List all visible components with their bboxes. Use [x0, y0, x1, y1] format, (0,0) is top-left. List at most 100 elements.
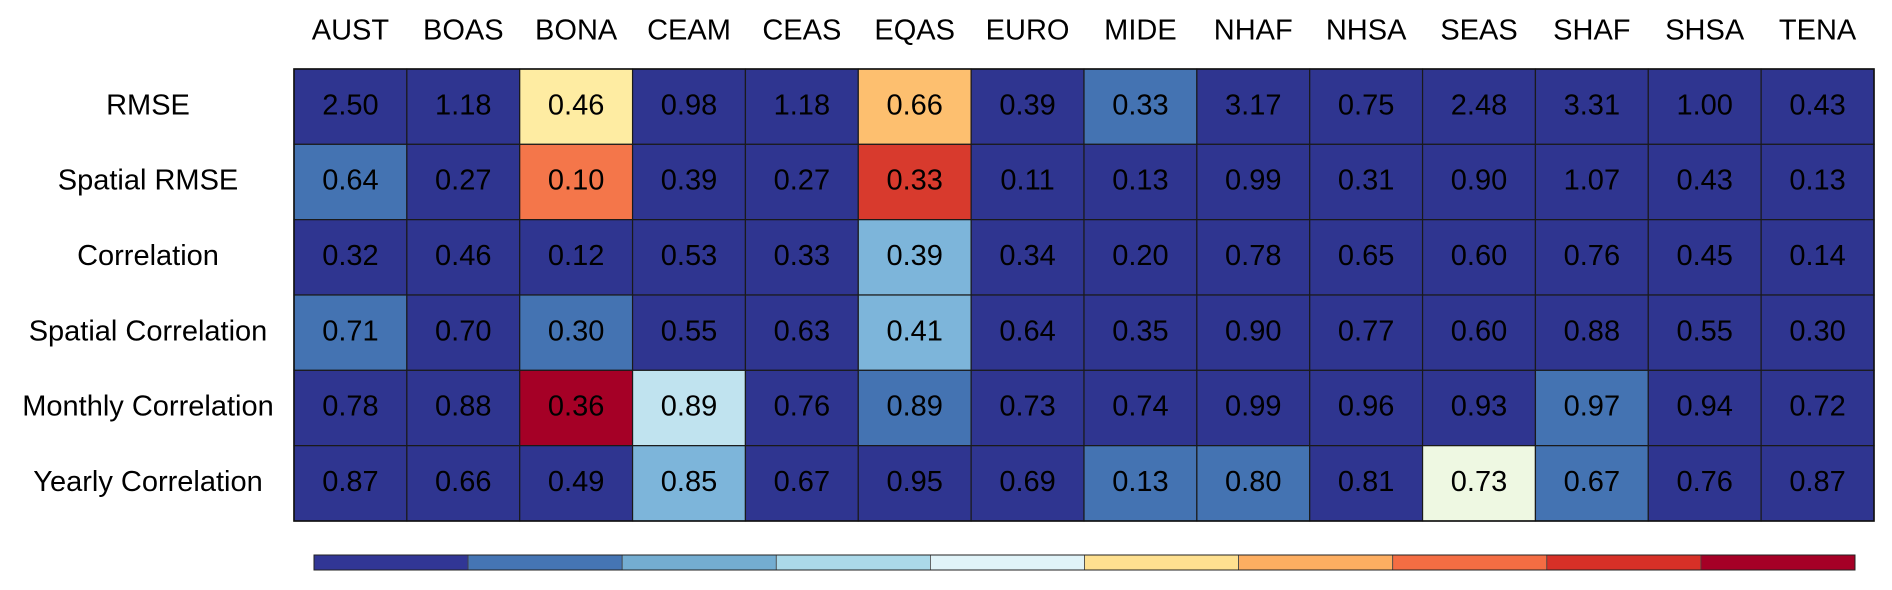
colorbar-segment: [1084, 554, 1240, 571]
cell-value-label: 3.31: [1564, 89, 1620, 121]
heatmap-cell: [1083, 219, 1198, 296]
heatmap-cell: [1083, 445, 1198, 522]
heatmap-cell: [293, 219, 408, 296]
cell-value-label: 0.43: [1676, 165, 1732, 197]
cell-value-label: 0.81: [1338, 466, 1394, 498]
heatmap-cell: [1647, 294, 1762, 371]
cell-value-label: 0.34: [999, 240, 1055, 272]
cell-value-label: 0.63: [774, 315, 830, 347]
cell-value-label: 0.33: [886, 165, 942, 197]
heatmap-cell: [1534, 445, 1649, 522]
cell-value-label: 0.13: [1112, 165, 1168, 197]
cell-value-label: 0.90: [1225, 315, 1281, 347]
heatmap-cell: [1309, 68, 1424, 145]
heatmap-cell: [406, 445, 521, 522]
heatmap-cell: [406, 68, 521, 145]
heatmap-cell: [1421, 369, 1537, 447]
column-label: NHAF: [1214, 15, 1293, 47]
heatmap-cell: [1534, 294, 1649, 371]
heatmap-cell: [1534, 219, 1649, 296]
cell-value-label: 0.14: [1789, 240, 1845, 272]
heatmap-cell: [1760, 369, 1875, 447]
heatmap-cell: [744, 369, 859, 447]
column-label: EURO: [986, 15, 1070, 47]
column-label: SEAS: [1440, 15, 1517, 47]
cell-value-label: 0.96: [1338, 391, 1394, 423]
cell-value-label: 0.99: [1225, 391, 1281, 423]
cell-value-label: 0.95: [886, 466, 942, 498]
heatmap-cell: [1760, 143, 1875, 221]
column-label: TENA: [1779, 15, 1857, 47]
cell-value-label: 1.00: [1676, 89, 1732, 121]
heatmap-cell: [519, 445, 634, 522]
heatmap-cell: [631, 294, 747, 371]
cell-value-label: 0.31: [1338, 165, 1394, 197]
cell-value-label: 0.43: [1789, 89, 1845, 121]
cell-value-label: 1.18: [774, 89, 830, 121]
cell-value-label: 0.13: [1789, 165, 1845, 197]
cell-value-label: 0.46: [435, 240, 491, 272]
colorbar-segment: [1546, 554, 1702, 571]
colorbar-border: [313, 554, 1856, 571]
heatmap-cell: [970, 219, 1085, 296]
heatmap-cell: [1196, 445, 1311, 522]
heatmap-cell: [744, 294, 859, 371]
cell-value-label: 0.64: [999, 315, 1055, 347]
row-label: Yearly Correlation: [33, 466, 262, 498]
cell-value-label: 0.30: [548, 315, 604, 347]
heatmap-cell: [293, 294, 408, 371]
cell-value-label: 0.60: [1451, 315, 1507, 347]
cell-value-label: 0.70: [435, 315, 491, 347]
cell-value-label: 0.88: [1564, 315, 1620, 347]
row-label: RMSE: [106, 89, 190, 121]
cell-value-label: 0.60: [1451, 240, 1507, 272]
colorbar-segment: [1238, 554, 1394, 571]
heatmap-cell: [519, 143, 634, 221]
cell-value-label: 0.74: [1112, 391, 1168, 423]
row-label: Spatial RMSE: [58, 165, 239, 197]
cell-value-label: 0.27: [774, 165, 830, 197]
cell-value-label: 0.94: [1676, 391, 1732, 423]
heatmap-cell: [519, 219, 634, 296]
column-label: BONA: [535, 15, 618, 47]
column-label: AUST: [312, 15, 390, 47]
cell-value-label: 0.78: [1225, 240, 1281, 272]
heatmap-cell: [1196, 219, 1311, 296]
heatmap-cell: [631, 143, 747, 221]
heatmap-cell: [1534, 68, 1649, 145]
cell-value-label: 0.53: [661, 240, 717, 272]
cell-value-label: 0.45: [1676, 240, 1732, 272]
row-label: Correlation: [77, 240, 219, 272]
cell-value-label: 0.32: [322, 240, 378, 272]
colorbar-segment: [1700, 554, 1856, 571]
heatmap-cell: [1083, 294, 1198, 371]
cell-value-label: 0.89: [886, 391, 942, 423]
heatmap-cell: [857, 445, 972, 522]
cell-value-label: 0.39: [886, 240, 942, 272]
heatmap-cell: [857, 143, 972, 221]
cell-value-label: 0.49: [548, 466, 604, 498]
cell-value-label: 0.65: [1338, 240, 1394, 272]
cell-value-label: 0.33: [774, 240, 830, 272]
cell-value-label: 0.20: [1112, 240, 1168, 272]
heatmap-cell: [744, 68, 859, 145]
heatmap-cell: [519, 369, 634, 447]
cell-value-label: 0.76: [1564, 240, 1620, 272]
heatmap-cell: [744, 445, 859, 522]
heatmap-cell: [970, 445, 1085, 522]
cell-value-label: 0.88: [435, 391, 491, 423]
cell-value-label: 0.76: [774, 391, 830, 423]
heatmap-cell: [1083, 143, 1198, 221]
row-label: Monthly Correlation: [22, 391, 273, 423]
heatmap-cell: [1760, 445, 1875, 522]
heatmap-cell: [293, 68, 408, 145]
heatmap-cell: [1196, 143, 1311, 221]
cell-value-label: 0.27: [435, 165, 491, 197]
heatmap-cell: [1196, 294, 1311, 371]
cell-value-label: 0.30: [1789, 315, 1845, 347]
cell-value-label: 0.41: [886, 315, 942, 347]
cell-value-label: 0.12: [548, 240, 604, 272]
heatmap-cell: [1647, 445, 1762, 522]
cell-value-label: 0.69: [999, 466, 1055, 498]
cell-value-label: 1.18: [435, 89, 491, 121]
